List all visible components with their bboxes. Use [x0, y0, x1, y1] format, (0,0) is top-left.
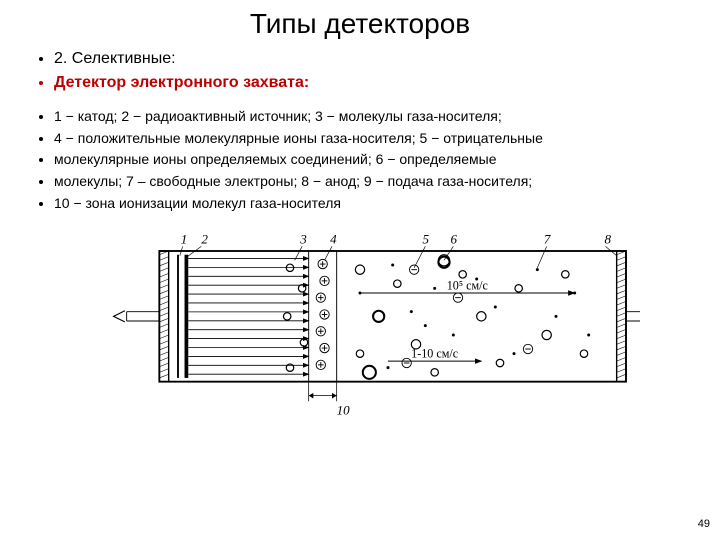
bullet-item: молекулы; 7 – свободные электроны; 8 − а…	[54, 172, 690, 192]
svg-text:3: 3	[299, 232, 307, 247]
bullet-item: 1 − катод; 2 − радиоактивный источник; 3…	[54, 107, 690, 127]
svg-text:6: 6	[451, 232, 458, 247]
bullet-item: 10 − зона ионизации молекул газа-носител…	[54, 194, 690, 214]
bullet-item: 4 − положительные молекулярные ионы газа…	[54, 129, 690, 149]
bullet-list: 2. Селективные:Детектор электронного зах…	[30, 48, 690, 213]
svg-text:1: 1	[181, 232, 188, 247]
svg-text:5: 5	[423, 232, 430, 247]
svg-text:1-10 см/с: 1-10 см/с	[411, 347, 459, 361]
detector-diagram: 10⁵ см/с1-10 см/с12345678910	[30, 223, 690, 424]
svg-text:2: 2	[201, 232, 208, 247]
svg-text:8: 8	[605, 232, 612, 247]
bullet-item: Детектор электронного захвата:	[54, 72, 690, 94]
page-number: 49	[698, 518, 710, 530]
page-title: Типы детекторов	[30, 8, 690, 40]
svg-text:10⁵ см/с: 10⁵ см/с	[447, 278, 489, 292]
bullet-item: молекулярные ионы определяемых соединени…	[54, 150, 690, 170]
svg-text:10: 10	[337, 402, 351, 417]
detector-svg: 10⁵ см/с1-10 см/с12345678910	[80, 223, 640, 419]
svg-text:7: 7	[544, 232, 551, 247]
bullet-item	[54, 97, 690, 105]
svg-text:4: 4	[330, 232, 337, 247]
bullet-item: 2. Селективные:	[54, 48, 690, 70]
